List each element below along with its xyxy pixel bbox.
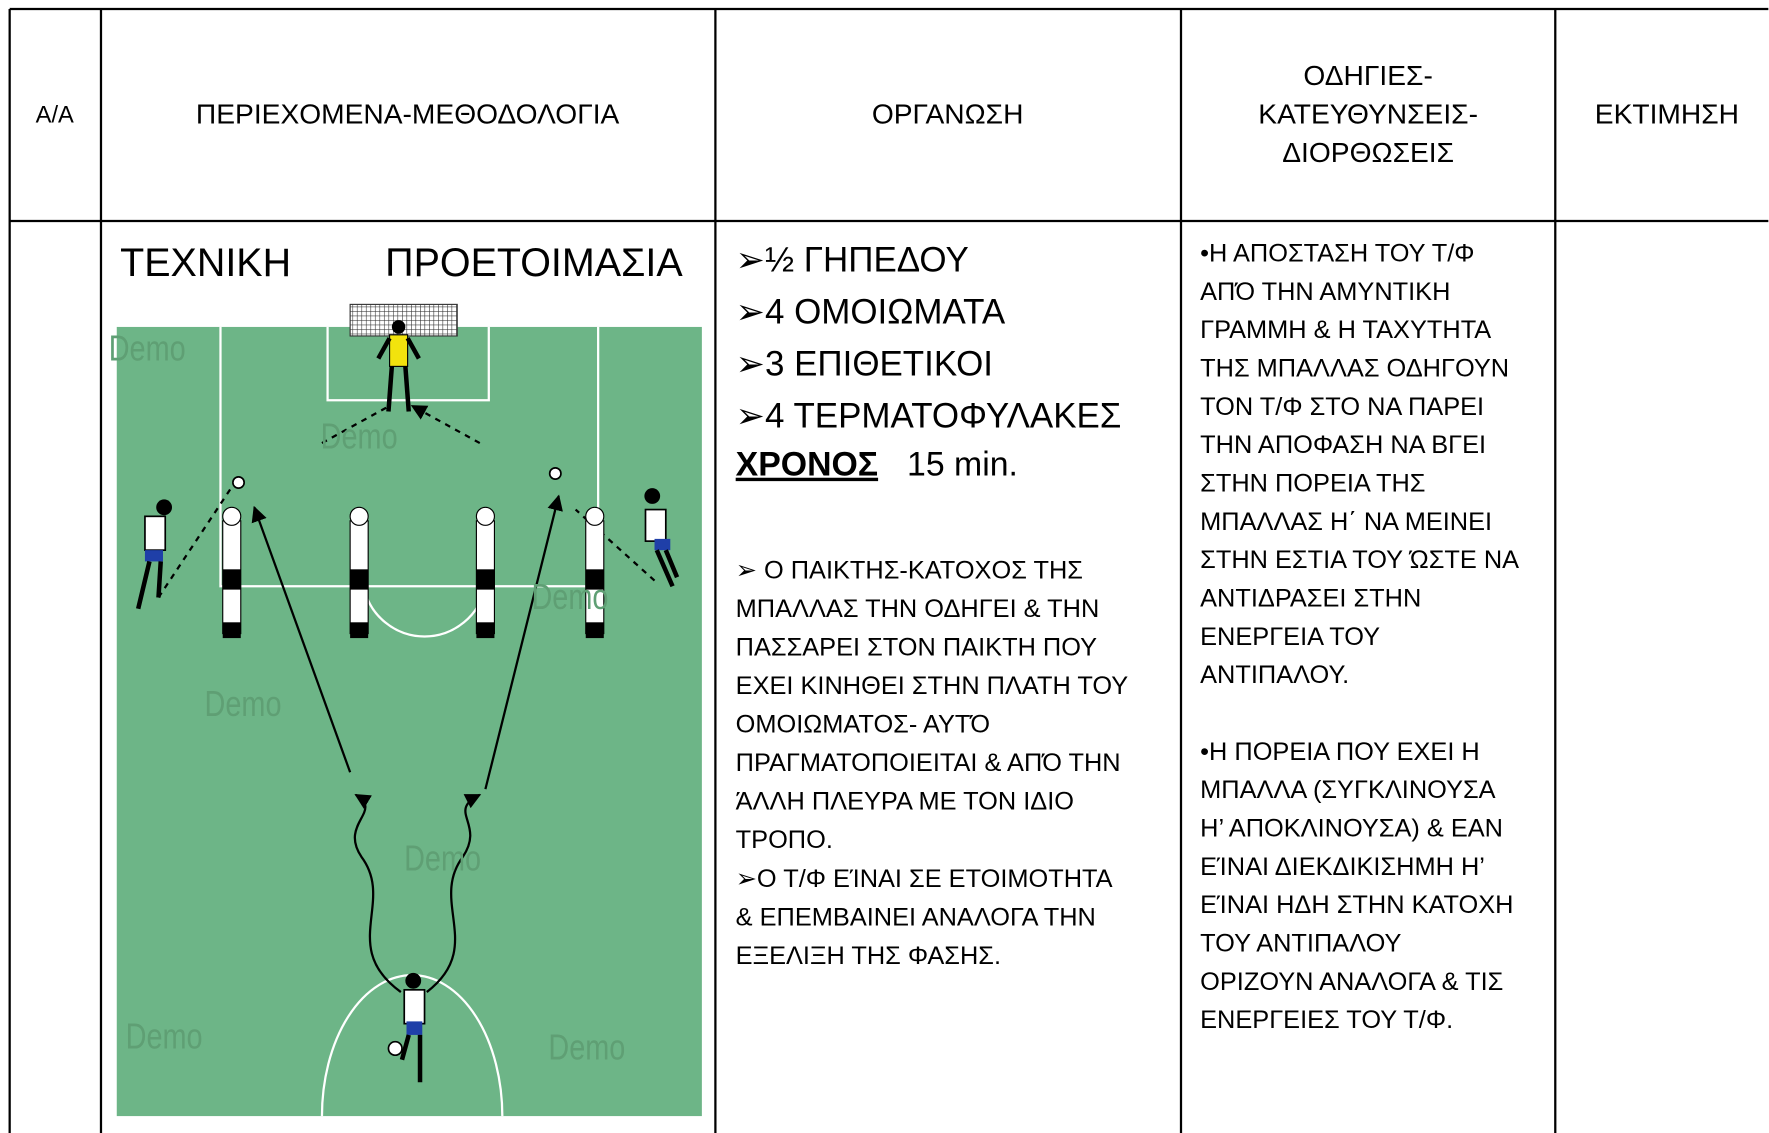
watermark: Demo (321, 416, 398, 457)
instruction-text: ΓΡΑΜΜΗ & Η ΤΑΧΥΤΗΤΑ (1200, 316, 1491, 344)
header-cell: ΠΕΡΙΕΧΟΜΕΝΑ-ΜΕΘΟΔΟΛΟΓΙΑ (196, 98, 620, 130)
watermark: Demo (205, 683, 282, 724)
organization-text: ΠΑΣΣΑΡΕΙ ΣΤΟΝ ΠΑΙΚΤΗ ΠΟΥ (736, 633, 1097, 661)
instruction-text: ΜΠΑΛΛΑΣ Η΄ ΝΑ ΜΕΙΝΕΙ (1200, 508, 1492, 536)
dummy-base (222, 622, 241, 639)
organization-text: ΤΡΟΠΟ. (736, 826, 833, 854)
dummy-band (476, 569, 495, 590)
instruction-text: ΤΗΣ ΜΠΑΛΛΑΣ ΟΔΗΓΟΥΝ (1200, 355, 1509, 383)
header-cell: ΔΙΟΡΘΩΣΕΙΣ (1282, 136, 1454, 168)
section-title: ΤΕΧΝΙΚΗ (120, 241, 291, 285)
organization-item: ➢½ ΓΗΠΕΔΟΥ (736, 241, 969, 280)
instruction-text: ΤΗΝ ΑΠΟΦΑΣΗ ΝΑ ΒΓΕΙ (1200, 431, 1486, 459)
instruction-text: ΣΤΗΝ ΠΟΡΕΙΑ ΤΗΣ (1200, 470, 1425, 498)
watermark: Demo (404, 837, 481, 878)
watermark: Demo (109, 328, 186, 369)
header-cell: ΕΚΤΙΜΗΣΗ (1595, 98, 1739, 130)
organization-text: ΜΠΑΛΛΑΣ ΤΗΝ ΟΔΗΓΕΙ & ΤΗΝ (736, 595, 1100, 623)
instruction-text: ΤΟΥ ΑΝΤΙΠΑΛΟΥ (1200, 929, 1401, 957)
instruction-text: ΣΤΗΝ ΕΣΤΙΑ ΤΟΥ ΏΣΤΕ ΝΑ (1200, 546, 1519, 574)
dummy-head (585, 506, 605, 526)
organization-text: ➢ Ο ΠΑΙΚΤΗΣ-ΚΑΤΟΧΟΣ ΤΗΣ (736, 556, 1083, 584)
dummy-band (222, 569, 241, 590)
header-cell: ΟΡΓΑΝΩΣΗ (872, 98, 1024, 130)
instruction-text: ΑΠΌ ΤΗΝ ΑΜΥΝΤΙΚΗ (1200, 278, 1450, 306)
instruction-text: ΕΝΕΡΓΕΙΑ ΤΟΥ (1200, 623, 1380, 651)
organization-text: ΕΧΕΙ ΚΙΝΗΘΕΙ ΣΤΗΝ ΠΛΑΤΗ ΤΟΥ (736, 672, 1129, 700)
dummy-head (222, 506, 242, 526)
instruction-text: ΕΊΝΑΙ ΔΙΕΚΔΙΚΙΣΗΜΗ Η’ (1200, 853, 1485, 881)
instruction-text: ΕΊΝΑΙ ΗΔΗ ΣΤΗΝ ΚΑΤΟΧΗ (1200, 891, 1513, 919)
dummy-head (475, 506, 495, 526)
instruction-text: ΜΠΑΛΛΑ (ΣΥΓΚΛΙΝΟΥΣΑ (1200, 776, 1496, 804)
instruction-text: ΑΝΤΙΔΡΑΣΕΙ ΣΤΗΝ (1200, 585, 1421, 613)
organization-text: ΟΜΟΙΩΜΑΤΟΣ- ΑΥΤΌ (736, 711, 990, 739)
dummy-head (349, 506, 369, 526)
header-cell: Α/Α (36, 102, 74, 128)
organization-item: ➢4 ΟΜΟΙΩΜΑΤΑ (736, 293, 1006, 332)
drill-illustration: Demo Demo Demo Demo Demo Demo Demo (109, 303, 702, 1117)
organization-item: ➢3 ΕΠΙΘΕΤΙΚΟΙ (736, 344, 993, 383)
dummy-base (350, 622, 369, 639)
organization-text: ➢Ο Τ/Φ ΕΊΝΑΙ ΣΕ ΕΤΟΙΜΟΤΗΤΑ (736, 865, 1113, 893)
time-value: 15 min. (907, 446, 1018, 484)
organization-text: & ΕΠΕΜΒΑΙΝΕΙ ΑΝΑΛΟΓΑ ΤΗΝ (736, 903, 1096, 931)
dummy-base (585, 622, 604, 639)
organization-text: ΠΡΑΓΜΑΤΟΠΟΙΕΙΤΑΙ & ΑΠΌ ΤΗΝ (736, 749, 1121, 777)
organization-item: ➢4 ΤΕΡΜΑΤΟΦΥΛΑΚΕΣ (736, 396, 1122, 435)
organization-text: ΕΞΕΛΙΞΗ ΤΗΣ ΦΑΣΗΣ. (736, 942, 1001, 970)
instruction-text: ΟΡΙΖΟΥΝ ΑΝΑΛΟΓΑ & ΤΙΣ (1200, 968, 1503, 996)
dummy-band (585, 569, 604, 590)
instruction-text: ΑΝΤΙΠΑΛΟΥ. (1200, 661, 1349, 689)
section-title: ΠΡΟΕΤΟΙΜΑΣΙΑ (385, 241, 683, 285)
instruction-text: •Η ΠΟΡΕΙΑ ΠΟΥ ΕΧΕΙ Η (1200, 738, 1480, 766)
header-cell: ΚΑΤΕΥΘΥΝΣΕΙΣ- (1258, 98, 1478, 130)
time-label: ΧΡΟΝΟΣ (736, 446, 878, 484)
dummy-band (350, 569, 369, 590)
watermark: Demo (126, 1015, 203, 1056)
watermark: Demo (531, 576, 608, 617)
instruction-text: ΕΝΕΡΓΕΙΕΣ ΤΟΥ Τ/Φ. (1200, 1006, 1453, 1034)
table-grid (8, 7, 1769, 1133)
instruction-text: Η’ ΑΠΟΚΛΙΝΟΥΣΑ) & ΕΑΝ (1200, 815, 1503, 843)
time-label-text: ΧΡΟΝΟΣ (736, 446, 878, 484)
organization-text: ΆΛΛΗ ΠΛΕΥΡΑ ΜΕ ΤΟΝ ΙΔΙΟ (736, 788, 1074, 816)
watermark: Demo (548, 1027, 625, 1068)
instruction-text: •Η ΑΠΟΣΤΑΣΗ ΤΟΥ Τ/Φ (1200, 240, 1474, 268)
header-cell: ΟΔΗΓΙΕΣ- (1303, 59, 1432, 91)
instruction-text: ΤΟΝ Τ/Φ ΣΤΟ ΝΑ ΠΑΡΕΙ (1200, 393, 1484, 421)
dummy-base (476, 622, 495, 639)
